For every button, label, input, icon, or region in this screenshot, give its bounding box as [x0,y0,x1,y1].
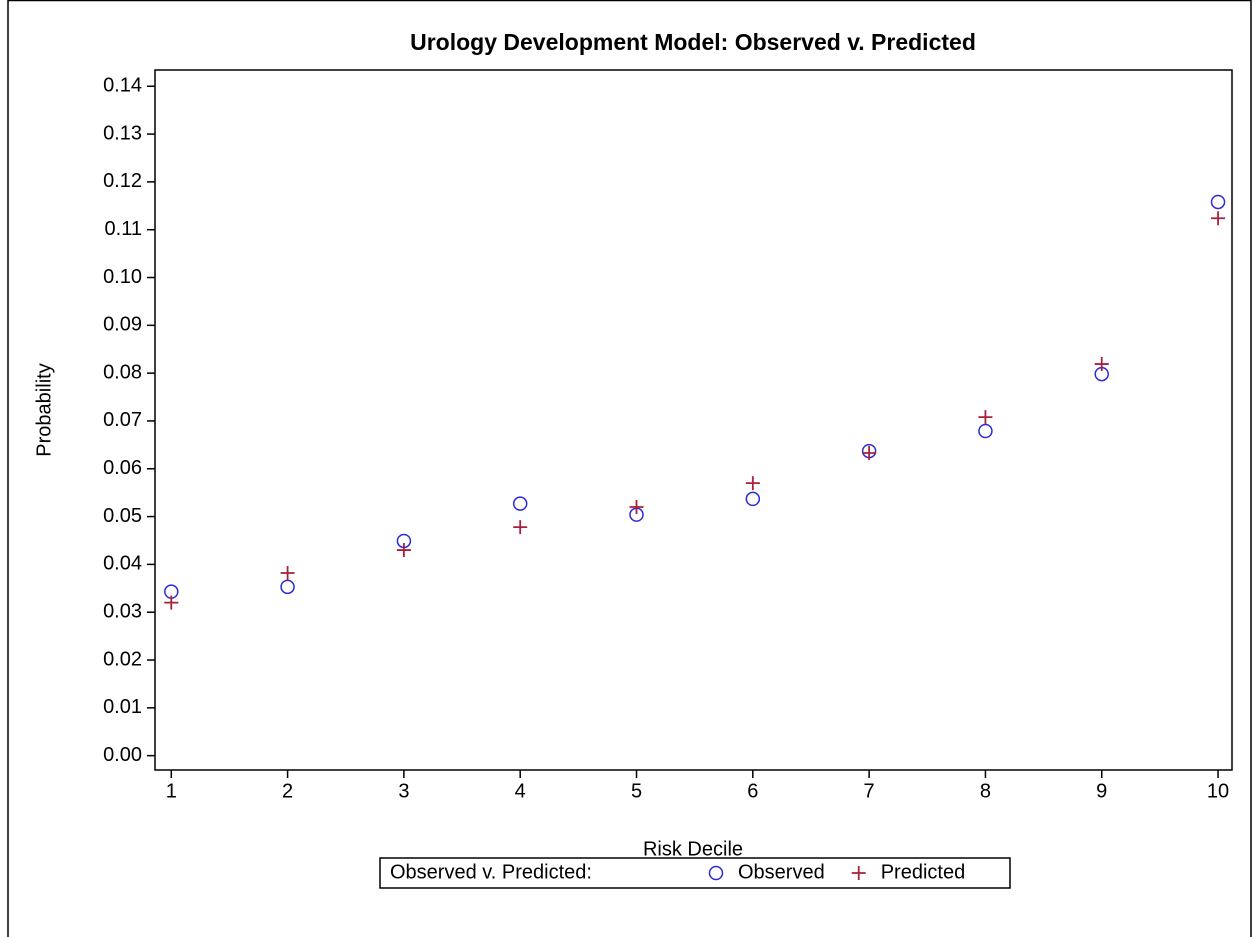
y-tick-label: 0.13 [103,122,142,144]
observed-point [1210,194,1226,210]
y-tick-label: 0.09 [103,314,142,336]
x-tick-label: 6 [747,780,758,802]
observed-point [280,579,295,595]
y-tick-label: 0.04 [103,553,142,575]
predicted-point [862,445,877,460]
x-tick-label: 10 [1207,780,1229,802]
predicted-point [396,543,411,558]
y-tick-label: 0.11 [105,218,142,240]
legend-label: Predicted [881,861,966,883]
y-tick-label: 0.05 [103,505,142,527]
x-tick-label: 2 [282,780,293,802]
x-tick-label: 8 [980,780,991,802]
y-tick-label: 0.00 [103,744,142,766]
y-tick-label: 0.10 [103,266,142,288]
predicted-point [629,500,644,515]
y-axis-label: Probability [33,363,55,456]
predicted-point [745,476,760,491]
legend-marker [708,865,724,881]
y-tick-label: 0.02 [103,648,142,670]
y-tick-label: 0.14 [103,75,142,97]
chart-title: Urology Development Model: Observed v. P… [410,29,976,55]
x-tick-label: 3 [398,780,409,802]
predicted-point [280,566,295,581]
legend-box [379,857,1011,889]
y-tick-label: 0.03 [103,600,142,622]
x-tick-label: 1 [166,780,177,802]
legend-label: Observed [738,861,825,883]
y-tick-label: 0.07 [103,409,142,431]
y-tick-label: 0.06 [103,457,142,479]
x-tick-label: 5 [631,780,642,802]
x-tick-label: 4 [515,780,526,802]
predicted-point [513,520,528,535]
predicted-point [164,595,179,610]
predicted-point [978,410,993,425]
observed-point [512,496,528,511]
x-tick-label: 9 [1096,780,1107,802]
observed-point [745,491,761,507]
predicted-point [1211,211,1226,226]
frame [7,0,1252,937]
x-tick-label: 7 [864,780,875,802]
observed-point [978,423,993,439]
y-tick-label: 0.01 [103,696,142,718]
predicted-point [1094,357,1109,372]
plot-area [154,69,1233,771]
legend-title: Observed v. Predicted: [390,861,592,883]
x-axis-label: Risk Decile [643,838,743,860]
y-tick-label: 0.08 [103,361,142,383]
y-tick-label: 0.12 [103,170,142,192]
legend-marker [851,866,866,880]
